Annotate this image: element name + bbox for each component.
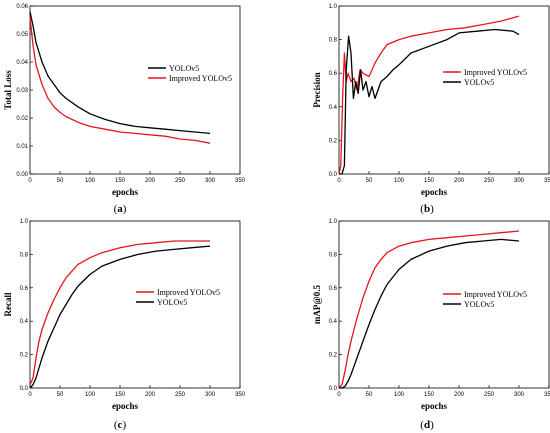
y-tick-label: 0.2 [329, 353, 338, 359]
legend-label: Improved YOLOv5 [169, 74, 232, 83]
x-tick-label: 300 [514, 178, 525, 184]
y-axis-title: Total Loss [3, 70, 13, 110]
y-axis-title: Recall [3, 292, 13, 316]
x-tick-label: 250 [484, 178, 495, 184]
y-tick-label: 0.00 [16, 172, 28, 178]
legend-label: YOLOv5 [464, 78, 494, 87]
y-tick-label: 0.03 [16, 88, 28, 94]
series-line-improved-yolov5 [338, 230, 520, 389]
plot-frame [29, 5, 241, 175]
x-tick-label: 50 [366, 178, 373, 184]
y-axis-title: mAP@0.5 [312, 284, 322, 324]
x-tick-label: 0 [28, 178, 32, 184]
x-tick-label: 350 [544, 392, 550, 398]
x-tick-label: 0 [337, 178, 341, 184]
chart-d: 0 50 100 150 200 250 300 350 0.0 0.2 0.4 0.6 0.8 1.0 e… [312, 219, 550, 431]
series-line-improved-yolov5 [29, 240, 210, 385]
y-tick-label: 0.6 [20, 286, 29, 292]
y-tick-label: 0.8 [329, 38, 338, 44]
plot-frame [338, 220, 550, 389]
x-tick-label: 300 [514, 392, 525, 398]
y-tick-label: 0.01 [16, 144, 28, 150]
x-axis-title: epochs [421, 187, 448, 197]
x-tick-label: 150 [115, 178, 126, 184]
x-tick-label: 200 [454, 392, 465, 398]
series-line-yolov5 [339, 28, 520, 175]
x-tick-label: 200 [145, 178, 156, 184]
x-axis-title: epochs [421, 401, 448, 411]
series-line-yolov5 [339, 238, 520, 389]
x-tick-label: 200 [454, 178, 465, 184]
x-tick-label: 100 [394, 178, 405, 184]
y-tick-label: 0.2 [329, 138, 338, 144]
panel-label: (d) [420, 419, 434, 431]
panel-label: (b) [420, 203, 434, 215]
y-tick-label: 0.0 [329, 386, 338, 392]
legend-label: YOLOv5 [464, 300, 494, 309]
x-tick-label: 250 [175, 178, 186, 184]
y-tick-label: 0.6 [329, 71, 338, 77]
legend-label: YOLOv5 [157, 298, 187, 307]
series-line-improved-yolov5 [29, 17, 211, 144]
y-tick-label: 1.0 [329, 219, 338, 225]
legend-label: YOLOv5 [169, 64, 199, 73]
y-tick-label: 0.06 [16, 4, 28, 10]
x-tick-label: 250 [175, 392, 186, 398]
chart-b: 0 50 100 150 200 250 300 350 0.0 0.2 0.4 0.6 0.8 1.0 e… [312, 4, 550, 215]
x-tick-label: 150 [115, 392, 126, 398]
x-tick-label: 250 [484, 392, 495, 398]
y-tick-label: 0.02 [16, 116, 28, 122]
legend-label: Improved YOLOv5 [464, 68, 527, 77]
y-tick-label: 1.0 [20, 219, 29, 225]
y-tick-label: 0.04 [16, 60, 28, 66]
x-tick-label: 100 [85, 392, 96, 398]
y-tick-label: 0.4 [20, 319, 29, 325]
y-tick-label: 0.0 [329, 172, 338, 178]
x-axis-title: epochs [112, 187, 139, 197]
x-tick-label: 200 [145, 392, 156, 398]
legend-label: Improved YOLOv5 [157, 288, 220, 297]
x-tick-label: 100 [85, 178, 96, 184]
x-tick-label: 150 [424, 392, 435, 398]
y-tick-label: 0.05 [16, 32, 28, 38]
x-tick-label: 0 [28, 392, 32, 398]
y-axis-title: Precision [312, 72, 322, 107]
x-tick-label: 50 [366, 392, 373, 398]
x-tick-label: 150 [424, 178, 435, 184]
y-tick-label: 0.0 [20, 386, 29, 392]
chart-a: 0 50 100 150 200 250 300 350 0.00 0.01 0.02 0.03 0.0… [3, 4, 246, 215]
x-tick-label: 350 [235, 178, 246, 184]
x-tick-label: 0 [337, 392, 341, 398]
x-tick-label: 300 [205, 392, 216, 398]
panel-label: (c) [114, 419, 127, 431]
x-tick-label: 300 [205, 178, 216, 184]
x-tick-label: 350 [235, 392, 246, 398]
plot-frame [29, 220, 241, 389]
y-tick-label: 0.8 [329, 252, 338, 258]
legend-label: Improved YOLOv5 [464, 290, 527, 299]
x-tick-label: 350 [544, 178, 550, 184]
series-line-improved-yolov5 [338, 15, 520, 175]
y-tick-label: 0.4 [329, 105, 338, 111]
chart-c: 0 50 100 150 200 250 300 350 0.0 0.2 0.4 0.6 0.8 1.0 e… [3, 219, 246, 431]
x-tick-label: 100 [394, 392, 405, 398]
y-tick-label: 0.6 [329, 286, 338, 292]
y-tick-label: 0.8 [20, 252, 29, 258]
x-tick-label: 50 [57, 178, 64, 184]
panel-label: (a) [114, 203, 127, 215]
x-axis-title: epochs [112, 401, 139, 411]
y-tick-label: 0.2 [20, 353, 29, 359]
y-tick-label: 0.4 [329, 319, 338, 325]
plot-frame [338, 5, 550, 175]
y-tick-label: 1.0 [329, 4, 338, 10]
series-line-yolov5 [29, 11, 211, 135]
x-tick-label: 50 [57, 392, 64, 398]
series-line-yolov5 [29, 245, 211, 389]
